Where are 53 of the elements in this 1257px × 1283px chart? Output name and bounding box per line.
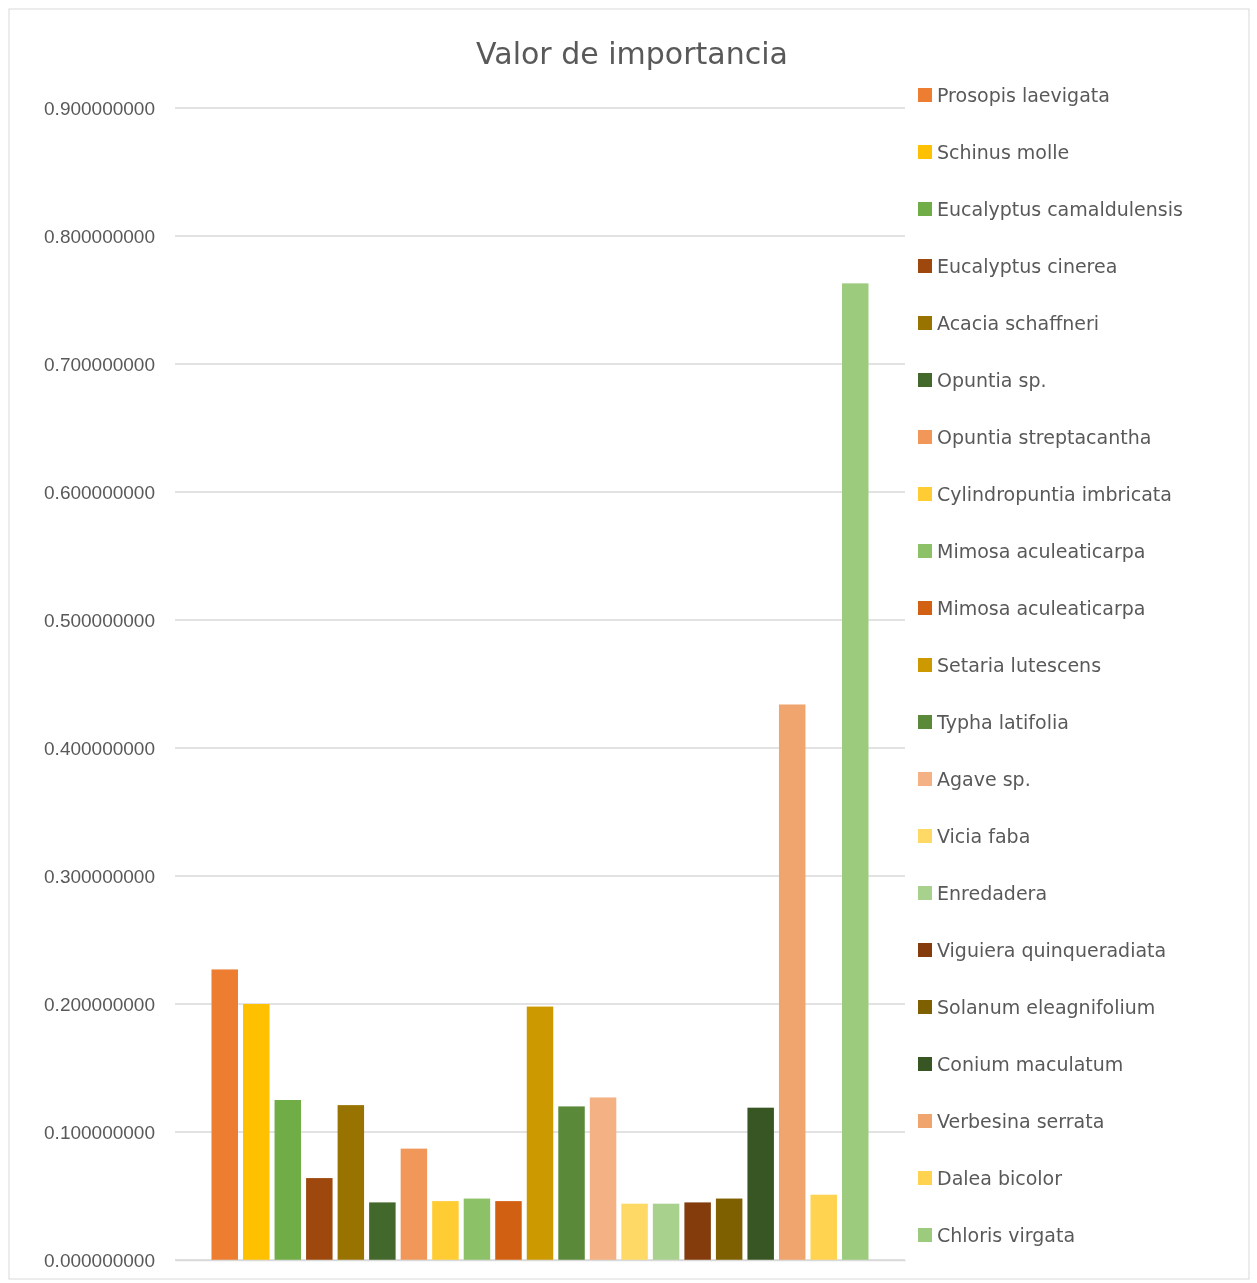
bar [747, 1107, 774, 1260]
legend-label: Mimosa aculeaticarpa [937, 597, 1146, 619]
y-tick-label: 0.700000000 [44, 353, 155, 375]
legend-label: Acacia schaffneri [937, 312, 1100, 334]
bar [684, 1202, 711, 1260]
chart-title: Valor de importancia [476, 36, 788, 71]
bar [715, 1198, 743, 1260]
bar [810, 1194, 837, 1260]
bar [306, 1178, 333, 1260]
bar [652, 1203, 680, 1260]
legend-label: Mimosa aculeaticarpa [937, 540, 1146, 562]
legend-label: Dalea bicolor [937, 1167, 1063, 1189]
bar [463, 1198, 491, 1260]
bar [558, 1106, 585, 1260]
bar [778, 704, 806, 1260]
bar [621, 1203, 648, 1260]
legend-label: Verbesina serrata [937, 1110, 1105, 1132]
bar [243, 1004, 270, 1260]
bar [589, 1097, 617, 1260]
y-tick-label: 0.000000000 [44, 1249, 155, 1271]
legend-label: Chloris virgata [937, 1224, 1076, 1246]
legend-label: Setaria lutescens [937, 654, 1102, 676]
legend-label: Prosopis laevigata [937, 84, 1110, 106]
bar [432, 1201, 459, 1260]
bar [526, 1006, 554, 1260]
bar [400, 1148, 428, 1260]
bar [211, 969, 238, 1260]
legend-label: Conium maculatum [937, 1053, 1124, 1075]
legend-label: Enredadera [937, 882, 1048, 904]
legend-label: Eucalyptus camaldulensis [937, 198, 1183, 220]
legend-label: Opuntia sp. [937, 369, 1047, 391]
bar [337, 1105, 365, 1260]
legend-label: Opuntia streptacantha [937, 426, 1152, 448]
legend-label: Eucalyptus cinerea [937, 255, 1118, 277]
legend-label: Vicia faba [937, 825, 1031, 847]
y-tick-label: 0.200000000 [44, 993, 155, 1015]
y-tick-label: 0.500000000 [44, 609, 155, 631]
bar [495, 1201, 522, 1260]
y-tick-label: 0.800000000 [44, 225, 155, 247]
legend-label: Viguiera quinqueradiata [937, 939, 1167, 961]
y-tick-label: 0.300000000 [44, 865, 155, 887]
legend-label: Schinus molle [937, 141, 1070, 163]
bar [274, 1100, 302, 1260]
bar [842, 283, 869, 1260]
legend-label: Solanum eleagnifolium [937, 996, 1156, 1018]
y-tick-label: 0.400000000 [44, 737, 155, 759]
bar [369, 1202, 396, 1260]
y-tick-label: 0.600000000 [44, 481, 155, 503]
legend-label: Agave sp. [937, 768, 1031, 790]
legend-label: Cylindropuntia imbricata [937, 483, 1172, 505]
y-tick-label: 0.100000000 [44, 1121, 155, 1143]
y-tick-label: 0.900000000 [44, 97, 155, 119]
legend-label: Typha latifolia [936, 711, 1069, 733]
